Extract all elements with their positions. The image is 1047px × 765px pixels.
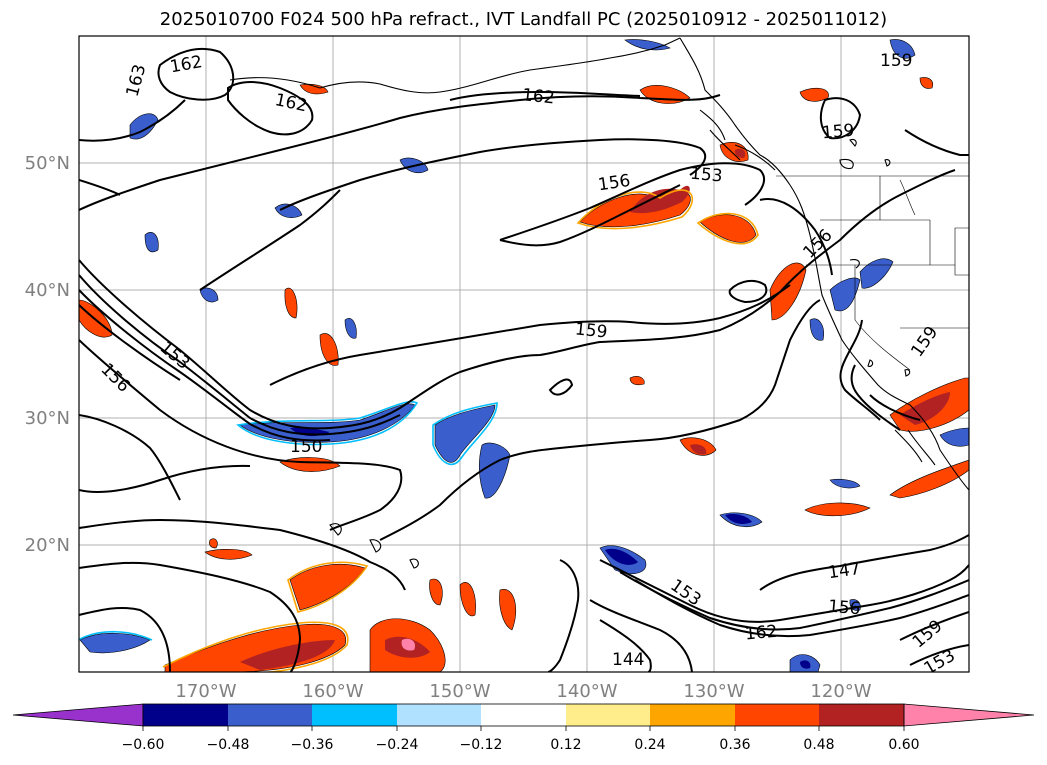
colorbar-tick-label: 0.36 — [719, 737, 750, 753]
contour-label: 144 — [612, 650, 644, 670]
lon-label: 140°W — [556, 681, 617, 702]
colorbar-tick-label: 0.60 — [888, 737, 919, 753]
lat-label: 20°N — [25, 535, 70, 556]
colorbar-swatch — [481, 704, 566, 726]
contour-label: 162 — [521, 85, 555, 108]
colorbar-swatch — [819, 704, 904, 726]
colorbar-tick-label: 0.48 — [803, 737, 834, 753]
contour-label: 147 — [827, 559, 862, 583]
lon-label: 150°W — [429, 681, 490, 702]
refractivity-contours — [79, 47, 969, 672]
colorbar-swatch — [650, 704, 735, 726]
colorbar-tick-label: 0.24 — [634, 737, 665, 753]
longitude-labels: 170°W 160°W 150°W 140°W 130°W 120°W — [175, 681, 871, 702]
contour-label: 159 — [574, 319, 608, 342]
lon-label: 120°W — [810, 681, 871, 702]
colorbar-swatch — [566, 704, 650, 726]
lon-label: 130°W — [683, 681, 744, 702]
lat-label: 50°N — [25, 153, 70, 174]
lat-label: 40°N — [25, 280, 70, 301]
colorbar-swatch — [397, 704, 481, 726]
contour-label: 156 — [597, 171, 632, 195]
map-title: 2025010700 F024 500 hPa refract., IVT La… — [159, 9, 888, 30]
colorbar-tick-label: −0.48 — [207, 737, 250, 753]
contour-label: 159 — [880, 51, 912, 71]
colorbar-tick-label: 0.12 — [550, 737, 581, 753]
map-border — [78, 35, 970, 673]
colorbar-tick-label: −0.36 — [291, 737, 334, 753]
contour-label: 150 — [290, 437, 322, 457]
colorbar: −0.60 −0.48 −0.36 −0.24 −0.12 0.12 0.24 … — [12, 703, 1035, 753]
colorbar-tick-label: −0.24 — [376, 737, 419, 753]
contour-label: 162 — [744, 622, 778, 645]
colorbar-swatch — [228, 704, 312, 726]
colorbar-swatch — [143, 704, 228, 726]
contour-label: 153 — [689, 164, 723, 187]
colorbar-extend-max — [903, 703, 1035, 727]
colorbar-swatch — [312, 704, 397, 726]
latitude-labels: 50°N 40°N 30°N 20°N — [25, 153, 70, 556]
coastlines — [229, 37, 969, 569]
contour-label: 159 — [821, 121, 855, 144]
lon-label: 160°W — [302, 681, 363, 702]
map-panel: 163 162 162 162 159 159 156 153 156 159 … — [78, 35, 970, 673]
colorbar-tick-label: −0.60 — [122, 737, 165, 753]
contour-label: 156 — [827, 597, 861, 620]
colorbar-extend-min — [12, 703, 144, 727]
colorbar-tick-label: −0.12 — [460, 737, 503, 753]
lat-label: 30°N — [25, 408, 70, 429]
lon-label: 170°W — [175, 681, 236, 702]
colorbar-swatch — [735, 704, 819, 726]
